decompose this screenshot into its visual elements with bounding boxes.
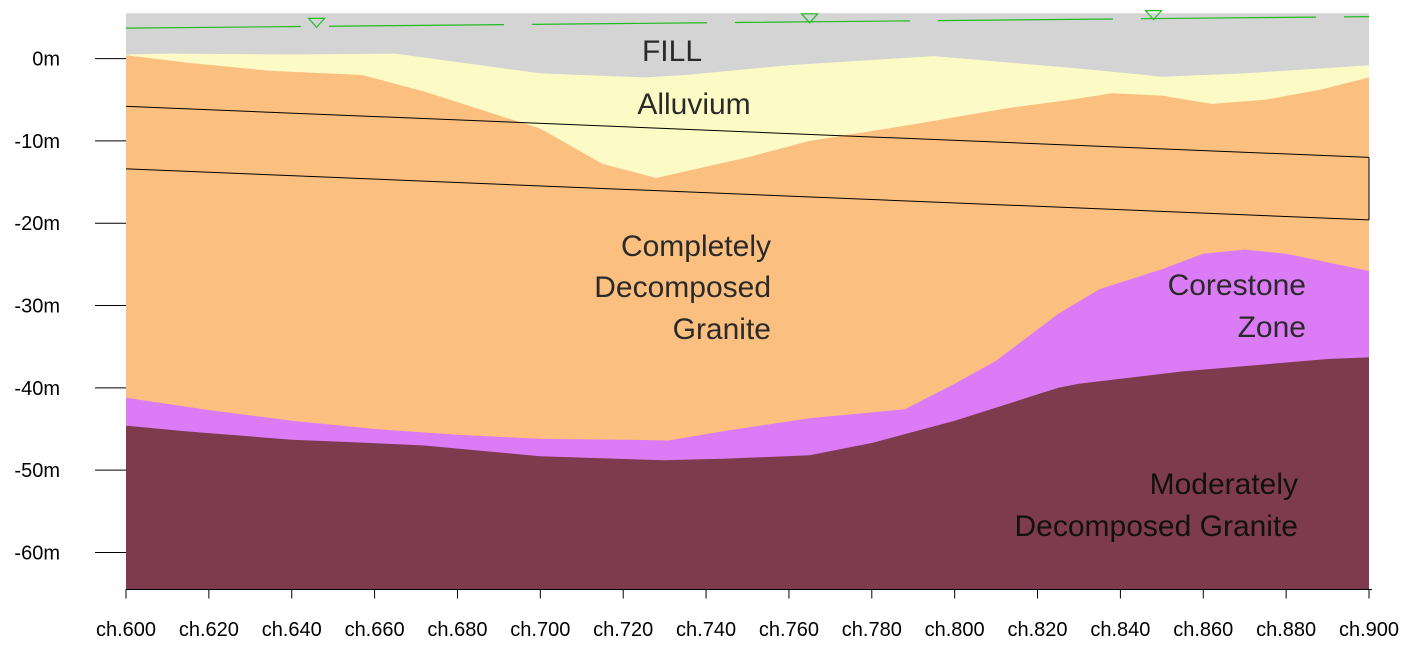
layer-mdg <box>126 357 1369 590</box>
y-tick-label: -40m <box>14 378 60 400</box>
label-mdg-line1: Moderately <box>1150 468 1298 501</box>
axes: ch.600 ch.620 ch.640 ch.660 ch.680 ch.700 ch.7… <box>14 49 1399 641</box>
label-corestone-line2: Zone <box>1238 311 1306 344</box>
section-line-1 <box>125 105 1370 158</box>
label-cdg-line2: Decomposed <box>594 271 771 304</box>
x-tick-label: ch.880 <box>1256 619 1316 641</box>
x-tick-label: ch.600 <box>96 619 156 641</box>
x-tick-label: ch.760 <box>759 619 819 641</box>
y-tick-label: 0m <box>32 49 60 71</box>
y-tick-label: -50m <box>14 460 60 482</box>
label-alluvium: Alluvium <box>637 88 750 121</box>
x-tick-label: ch.860 <box>1173 619 1233 641</box>
y-tick-label: -20m <box>14 213 60 235</box>
y-tick-label: -60m <box>14 542 60 564</box>
label-corestone-line1: Corestone <box>1168 269 1306 302</box>
water-table-line <box>125 16 1370 29</box>
label-cdg-line1: Completely <box>621 230 771 263</box>
water-level-marker-icon <box>307 17 326 29</box>
x-tick-label: ch.780 <box>842 619 902 641</box>
layer-labels: FILL Alluvium Completely Decomposed Gran… <box>594 35 1306 543</box>
x-tick-label: ch.720 <box>593 619 653 641</box>
water-table <box>125 10 1370 29</box>
x-tick-label: ch.840 <box>1090 619 1150 641</box>
y-tick-label: -10m <box>14 131 60 153</box>
x-tick-label: ch.900 <box>1339 619 1399 641</box>
section-line-2 <box>125 168 1370 221</box>
x-tick-label: ch.640 <box>262 619 322 641</box>
x-tick-label: ch.660 <box>345 619 405 641</box>
x-tick-label: ch.800 <box>925 619 985 641</box>
y-tick-label: -30m <box>14 296 60 318</box>
x-tick-label: ch.700 <box>510 619 570 641</box>
x-tick-label: ch.740 <box>676 619 736 641</box>
label-cdg-line3: Granite <box>673 313 771 346</box>
section-lines <box>125 105 1370 221</box>
water-level-marker-icon <box>800 13 819 24</box>
x-tick-label: ch.820 <box>1008 619 1068 641</box>
water-level-marker-icon <box>1144 10 1163 21</box>
label-fill: FILL <box>642 35 702 68</box>
x-tick-label: ch.680 <box>427 619 487 641</box>
soil-layers <box>126 13 1369 590</box>
label-mdg-line2: Decomposed Granite <box>1015 510 1298 543</box>
x-tick-label: ch.620 <box>179 619 239 641</box>
